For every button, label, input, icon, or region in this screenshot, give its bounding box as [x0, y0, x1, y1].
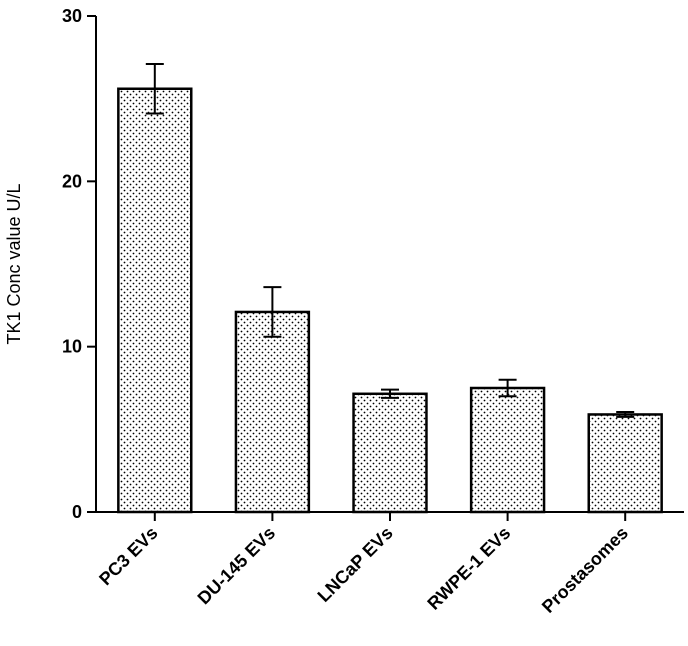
bar-group-1 [234, 286, 311, 514]
bar [352, 392, 428, 514]
y-axis-title: TK1 Conc value U/L [4, 183, 24, 344]
y-tick-label-20: 20 [62, 171, 82, 191]
x-axis: PC3 EVs DU-145 EVs LNCaP EVs RWPE-1 EVs Pros… [95, 511, 684, 617]
bar-group-4 [587, 410, 663, 514]
y-tick-label-10: 10 [62, 337, 82, 357]
x-tick-label: Prostasomes [538, 523, 632, 617]
bar [117, 87, 193, 514]
bar-group-3 [469, 378, 546, 514]
y-tick-label-30: 30 [62, 6, 82, 26]
bar [469, 386, 546, 514]
x-tick-label: LNCaP EVs [314, 523, 397, 606]
x-tick-label: RWPE-1 EVs [423, 523, 514, 614]
bar-group-0 [117, 62, 193, 514]
y-axis: 0 10 20 30 [62, 6, 97, 522]
bar-group-2 [352, 388, 428, 514]
bar [234, 310, 311, 514]
bars-group [117, 62, 663, 514]
bar [587, 413, 663, 514]
y-tick-label-0: 0 [72, 502, 82, 522]
x-tick-label: DU-145 EVs [194, 523, 280, 609]
x-tick-label: PC3 EVs [95, 523, 162, 590]
